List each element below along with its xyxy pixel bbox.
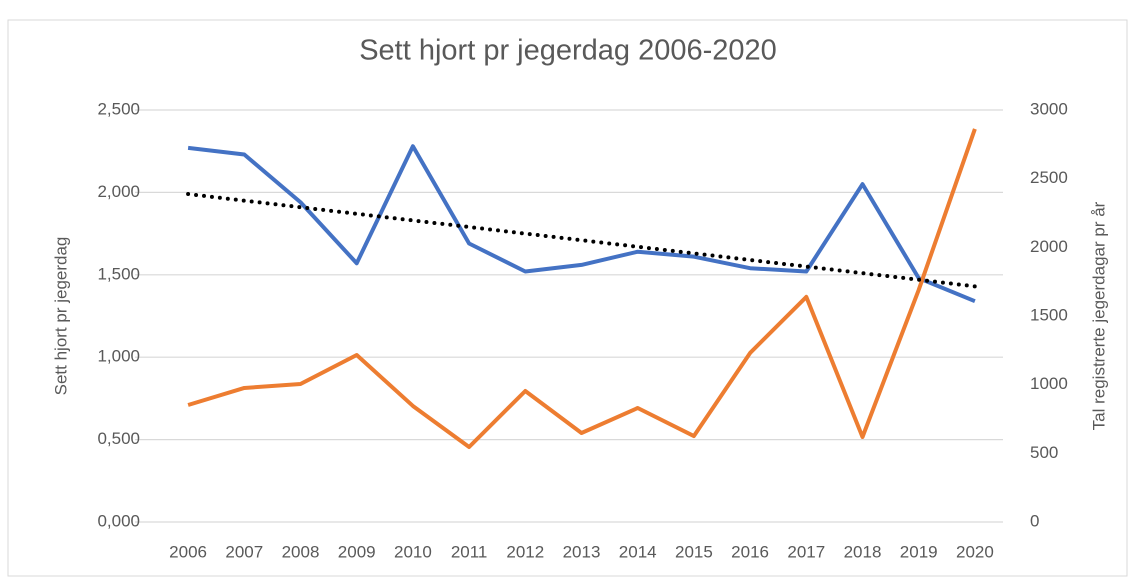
y2-tick-label: 1500 [1030, 305, 1068, 324]
y2-tick-label: 2500 [1030, 168, 1068, 187]
y-tick-label: 1,000 [97, 347, 140, 366]
y-tick-label: 2,500 [97, 99, 140, 118]
x-tick-label: 2009 [338, 542, 376, 561]
x-tick-label: 2020 [956, 542, 994, 561]
x-tick-label: 2017 [787, 542, 825, 561]
line-series [187, 144, 976, 304]
x-tick-label: 2011 [451, 542, 488, 561]
chart-frame [7, 19, 1128, 577]
x-tick-label: 2018 [844, 542, 882, 561]
y2-tick-label: 3000 [1030, 99, 1068, 118]
x-tick-label: 2015 [675, 542, 713, 561]
y2-tick-label: 0 [1030, 511, 1039, 530]
y-tick-label: 0,500 [97, 429, 140, 448]
x-tick-label: 2007 [225, 542, 263, 561]
y-tick-label: 0,000 [97, 511, 140, 530]
line-series [187, 128, 977, 450]
y-tick-label: 1,500 [97, 264, 140, 283]
x-tick-label: 2014 [619, 542, 657, 561]
y2-tick-label: 2000 [1030, 237, 1068, 256]
x-tick-label: 2016 [731, 542, 769, 561]
x-tick-label: 2013 [563, 542, 601, 561]
x-tick-label: 2010 [394, 542, 432, 561]
y2-tick-label: 1000 [1030, 374, 1068, 393]
chart-title: Sett hjort pr jegerdag 2006-2020 [359, 35, 777, 67]
y-tick-label: 2,000 [97, 182, 140, 201]
x-tick-label: 2006 [169, 542, 207, 561]
y-axis-label: Sett hjort pr jegerdag [51, 237, 70, 396]
x-tick-label: 2019 [900, 542, 938, 561]
y2-axis-label: Tal registrerte jegerdagar pr år [1089, 201, 1108, 430]
x-tick-label: 2012 [506, 542, 544, 561]
x-tick-label: 2008 [282, 542, 320, 561]
y2-tick-label: 500 [1030, 443, 1058, 462]
